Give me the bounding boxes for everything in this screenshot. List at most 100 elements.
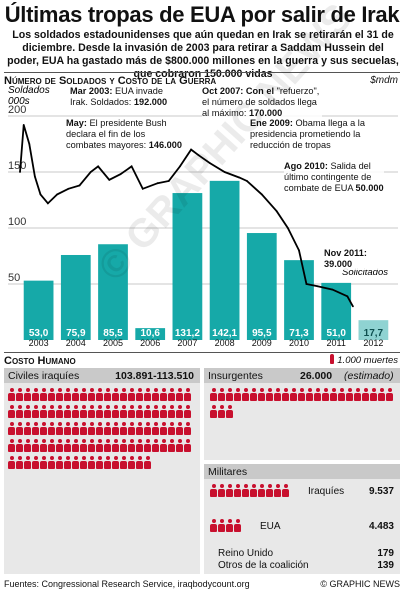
military-uk-value: 179 xyxy=(377,548,394,559)
person-icon xyxy=(88,456,95,469)
person-icon xyxy=(306,388,313,401)
person-icon xyxy=(56,405,63,418)
person-icon xyxy=(8,405,15,418)
person-icon xyxy=(210,519,217,532)
military-uk-label: Reino Unido xyxy=(218,548,274,559)
person-icon xyxy=(128,388,135,401)
person-icon xyxy=(184,422,191,435)
person-icon xyxy=(72,388,79,401)
credit: © GRAPHIC NEWS xyxy=(320,579,400,589)
person-icon xyxy=(96,388,103,401)
person-icon xyxy=(72,439,79,452)
person-icon xyxy=(96,405,103,418)
annotation-ago-2010: Ago 2010: Salida del último contingente … xyxy=(284,161,384,194)
person-icon xyxy=(184,439,191,452)
person-icon xyxy=(40,405,47,418)
person-icon xyxy=(176,388,183,401)
person-icon xyxy=(234,388,241,401)
chart-section-title: Número de Soldados y Costo de la Guerra … xyxy=(4,72,400,87)
troops-point-19 xyxy=(197,154,200,157)
person-icon xyxy=(274,484,281,497)
x-tick-2003: 2003 xyxy=(29,338,49,346)
troops-point-32 xyxy=(352,305,354,308)
person-icon xyxy=(104,439,111,452)
person-icon xyxy=(160,388,167,401)
person-icon xyxy=(160,439,167,452)
person-icon xyxy=(152,388,159,401)
bar-2003 xyxy=(23,280,54,340)
person-icon xyxy=(266,484,273,497)
bar-label-2009: 95,5 xyxy=(252,328,272,339)
footer: Fuentes: Congressional Research Service,… xyxy=(4,579,400,589)
person-icon xyxy=(112,439,119,452)
person-icon xyxy=(242,388,249,401)
person-icon xyxy=(386,388,393,401)
troops-point-8 xyxy=(78,184,81,187)
person-icon xyxy=(104,456,111,469)
person-icon xyxy=(112,456,119,469)
y-tick-50: 50 xyxy=(8,272,20,284)
troops-point-5 xyxy=(47,202,49,205)
person-icon xyxy=(64,439,71,452)
person-icon xyxy=(168,422,175,435)
x-tick-2004: 2004 xyxy=(66,338,86,346)
y-tick-100: 100 xyxy=(8,216,26,228)
person-icon xyxy=(64,422,71,435)
person-icon xyxy=(16,456,23,469)
person-icon xyxy=(136,405,143,418)
person-icon xyxy=(226,388,233,401)
annotation-ene-2009: Ene 2009: Obama llega a la presidencia p… xyxy=(250,118,370,151)
bar-label-2010: 71,3 xyxy=(289,328,309,339)
troops-point-14 xyxy=(141,187,144,190)
troops-point-3 xyxy=(33,175,36,178)
figure-row xyxy=(8,388,192,401)
troops-point-0 xyxy=(19,171,21,173)
military-iraqi-label: Iraquíes xyxy=(308,486,345,497)
bar-2005 xyxy=(98,244,128,340)
person-icon xyxy=(112,388,119,401)
troops-point-1 xyxy=(22,124,25,126)
person-icon xyxy=(338,388,345,401)
person-icon xyxy=(330,354,335,364)
x-tick-2007: 2007 xyxy=(177,338,197,346)
troops-point-9 xyxy=(89,171,92,173)
person-icon xyxy=(24,439,31,452)
figure-legend: 1.000 muertes xyxy=(330,354,398,366)
person-icon xyxy=(258,484,265,497)
person-icon xyxy=(210,405,217,418)
annotation-may-2003: May: El presidente Bush declara el fin d… xyxy=(66,118,184,151)
military-us-label: EUA xyxy=(260,521,281,532)
person-icon xyxy=(48,388,55,401)
person-icon xyxy=(184,405,191,418)
unit-label: $mdm xyxy=(370,75,398,86)
y-tick-150: 150 xyxy=(8,160,26,172)
person-icon xyxy=(370,388,377,401)
person-icon xyxy=(218,484,225,497)
person-icon xyxy=(88,405,95,418)
person-icon xyxy=(330,388,337,401)
military-iraqi-value: 9.537 xyxy=(368,486,394,497)
person-icon xyxy=(40,388,47,401)
x-tick-2009: 2009 xyxy=(252,338,272,346)
bar-label-2011: 51,0 xyxy=(326,328,346,339)
bar-2008 xyxy=(209,180,240,340)
person-icon xyxy=(120,439,127,452)
person-icon xyxy=(32,422,39,435)
insurgents-header: Insurgentes 26.000 (estimado) xyxy=(204,368,400,383)
bar-2010 xyxy=(284,260,314,340)
bar-label-2004: 75,9 xyxy=(66,328,86,339)
bar-label-2012: 17,7 xyxy=(364,328,384,339)
bar-2012 xyxy=(358,320,389,340)
civilians-panel: Civiles iraquíes 103.891-113.510 xyxy=(4,368,200,574)
figure-row xyxy=(210,388,394,401)
person-icon xyxy=(234,519,241,532)
page-subtitle: Los soldados estadounidenses que aún que… xyxy=(7,29,399,80)
person-icon xyxy=(80,422,87,435)
figure-row xyxy=(210,519,242,532)
person-icon xyxy=(112,422,119,435)
person-icon xyxy=(8,422,15,435)
person-icon xyxy=(24,405,31,418)
troops-point-21 xyxy=(223,171,226,173)
y-axis-title: Soldados 000s xyxy=(8,85,50,107)
person-icon xyxy=(136,456,143,469)
